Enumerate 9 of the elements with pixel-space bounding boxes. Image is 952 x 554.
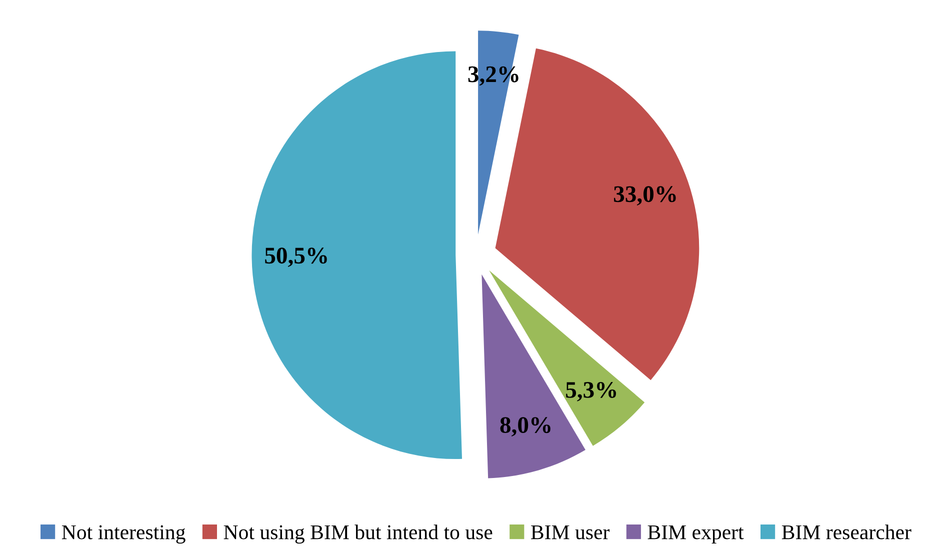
data-label: 5,3% (566, 382, 616, 402)
legend-label: Not using BIM but intend to use (224, 524, 492, 544)
legend-label: Not interesting (62, 525, 186, 544)
legend-label: BIM expert (648, 525, 744, 544)
data-label: 50,5% (265, 248, 327, 267)
data-label: 8,0% (500, 417, 550, 436)
legend-label: BIM user (531, 525, 610, 540)
legend-label: BIM researcher (782, 524, 912, 540)
data-label: 33,0% (614, 186, 676, 206)
